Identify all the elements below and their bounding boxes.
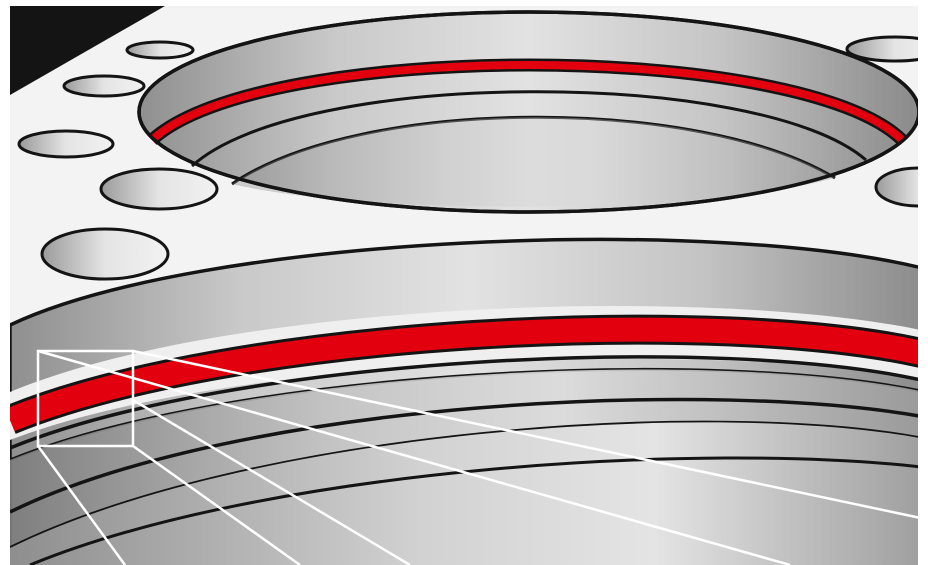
lower-step-line: [10, 397, 918, 514]
callout-line: [132, 349, 918, 519]
bolt-hole-icon: [17, 129, 115, 159]
bolt-hole-icon: [40, 227, 170, 281]
callout-line: [132, 398, 411, 565]
bolt-hole-icon: [125, 40, 195, 60]
callout-line: [132, 444, 301, 565]
corner-shadow: [10, 6, 165, 95]
callout-line: [37, 349, 791, 565]
magnified-detail-frame: [36, 349, 135, 448]
bolt-hole-icon: [62, 74, 146, 98]
bolt-hole-icon: [99, 167, 219, 211]
bolt-hole-icon: [845, 35, 918, 63]
bolt-holes: [17, 35, 918, 281]
callout-line: [36, 445, 127, 565]
upper-bore-floor: [232, 117, 835, 207]
upper-bore: [137, 10, 918, 214]
lower-bore: [10, 237, 918, 565]
upper-groove-line: [190, 90, 867, 168]
detail-callout: [36, 349, 918, 565]
bolt-hole-icon: [874, 166, 918, 208]
lower-groove-line: [10, 355, 918, 450]
